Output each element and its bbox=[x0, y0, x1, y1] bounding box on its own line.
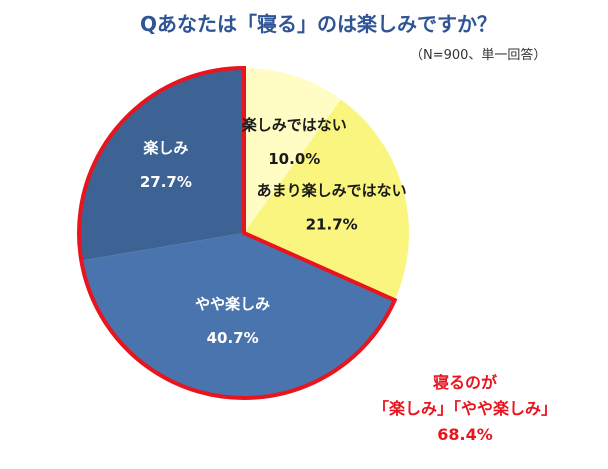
chart-title: Qあなたは「寝る」のは楽しみですか？ bbox=[140, 12, 498, 36]
slice-label-0: 楽しみではない bbox=[242, 116, 347, 134]
pie-slice-0 bbox=[244, 68, 341, 233]
annotation-line-3: 68.4% bbox=[437, 425, 493, 444]
pie-slice-3 bbox=[79, 68, 244, 261]
slice-label-3: 楽しみ bbox=[143, 139, 188, 157]
slice-label-1: あまり楽しみではない bbox=[257, 181, 407, 199]
slice-value-2: 40.7% bbox=[207, 329, 259, 347]
slice-value-3: 27.7% bbox=[140, 173, 192, 191]
slice-label-2: やや楽しみ bbox=[195, 295, 270, 313]
annotation-line-2: 「楽しみ」「やや楽しみ」 bbox=[372, 399, 557, 418]
slice-value-0: 10.0% bbox=[268, 150, 320, 168]
annotation-line-1: 寝るのが bbox=[432, 373, 497, 392]
slice-value-1: 21.7% bbox=[306, 215, 358, 233]
chart-subtitle: （N=900、単一回答） bbox=[410, 48, 547, 63]
highlight-annotation: 寝るのが 「楽しみ」「やや楽しみ」 68.4% bbox=[360, 370, 570, 448]
pie-slice-2 bbox=[81, 233, 395, 398]
highlight-outline bbox=[77, 65, 398, 400]
